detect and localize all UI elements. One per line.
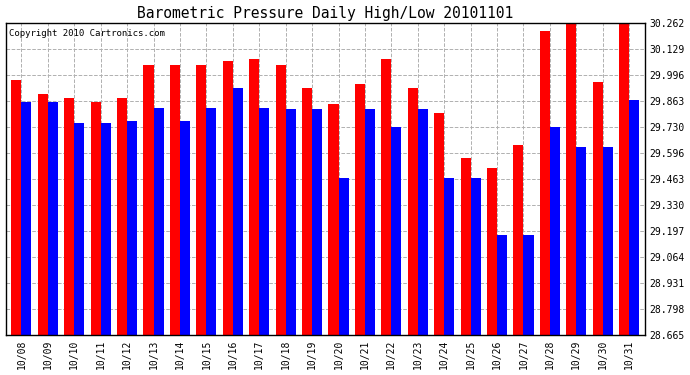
Bar [550, 127, 560, 335]
Bar [170, 64, 180, 335]
Bar [249, 58, 259, 335]
Bar [593, 82, 603, 335]
Bar [259, 108, 269, 335]
Bar [64, 98, 75, 335]
Bar [417, 110, 428, 335]
Bar [487, 168, 497, 335]
Bar [540, 32, 550, 335]
Bar [48, 102, 58, 335]
Bar [339, 178, 348, 335]
Bar [524, 235, 533, 335]
Bar [180, 121, 190, 335]
Bar [391, 127, 402, 335]
Bar [312, 110, 322, 335]
Bar [513, 145, 524, 335]
Bar [75, 123, 84, 335]
Bar [233, 88, 243, 335]
Bar [566, 24, 576, 335]
Bar [603, 147, 613, 335]
Bar [434, 113, 444, 335]
Bar [275, 64, 286, 335]
Bar [286, 110, 296, 335]
Bar [197, 64, 206, 335]
Bar [629, 100, 639, 335]
Title: Barometric Pressure Daily High/Low 20101101: Barometric Pressure Daily High/Low 20101… [137, 6, 513, 21]
Bar [408, 88, 417, 335]
Bar [471, 178, 481, 335]
Bar [11, 80, 21, 335]
Bar [619, 24, 629, 335]
Bar [144, 64, 154, 335]
Bar [461, 158, 471, 335]
Bar [38, 94, 48, 335]
Bar [328, 104, 339, 335]
Bar [154, 108, 164, 335]
Bar [117, 98, 127, 335]
Bar [444, 178, 454, 335]
Bar [21, 102, 32, 335]
Bar [127, 121, 137, 335]
Bar [302, 88, 312, 335]
Bar [576, 147, 586, 335]
Bar [497, 235, 507, 335]
Bar [90, 102, 101, 335]
Bar [355, 84, 365, 335]
Text: Copyright 2010 Cartronics.com: Copyright 2010 Cartronics.com [9, 29, 165, 38]
Bar [101, 123, 110, 335]
Bar [223, 61, 233, 335]
Bar [206, 108, 217, 335]
Bar [365, 110, 375, 335]
Bar [382, 58, 391, 335]
